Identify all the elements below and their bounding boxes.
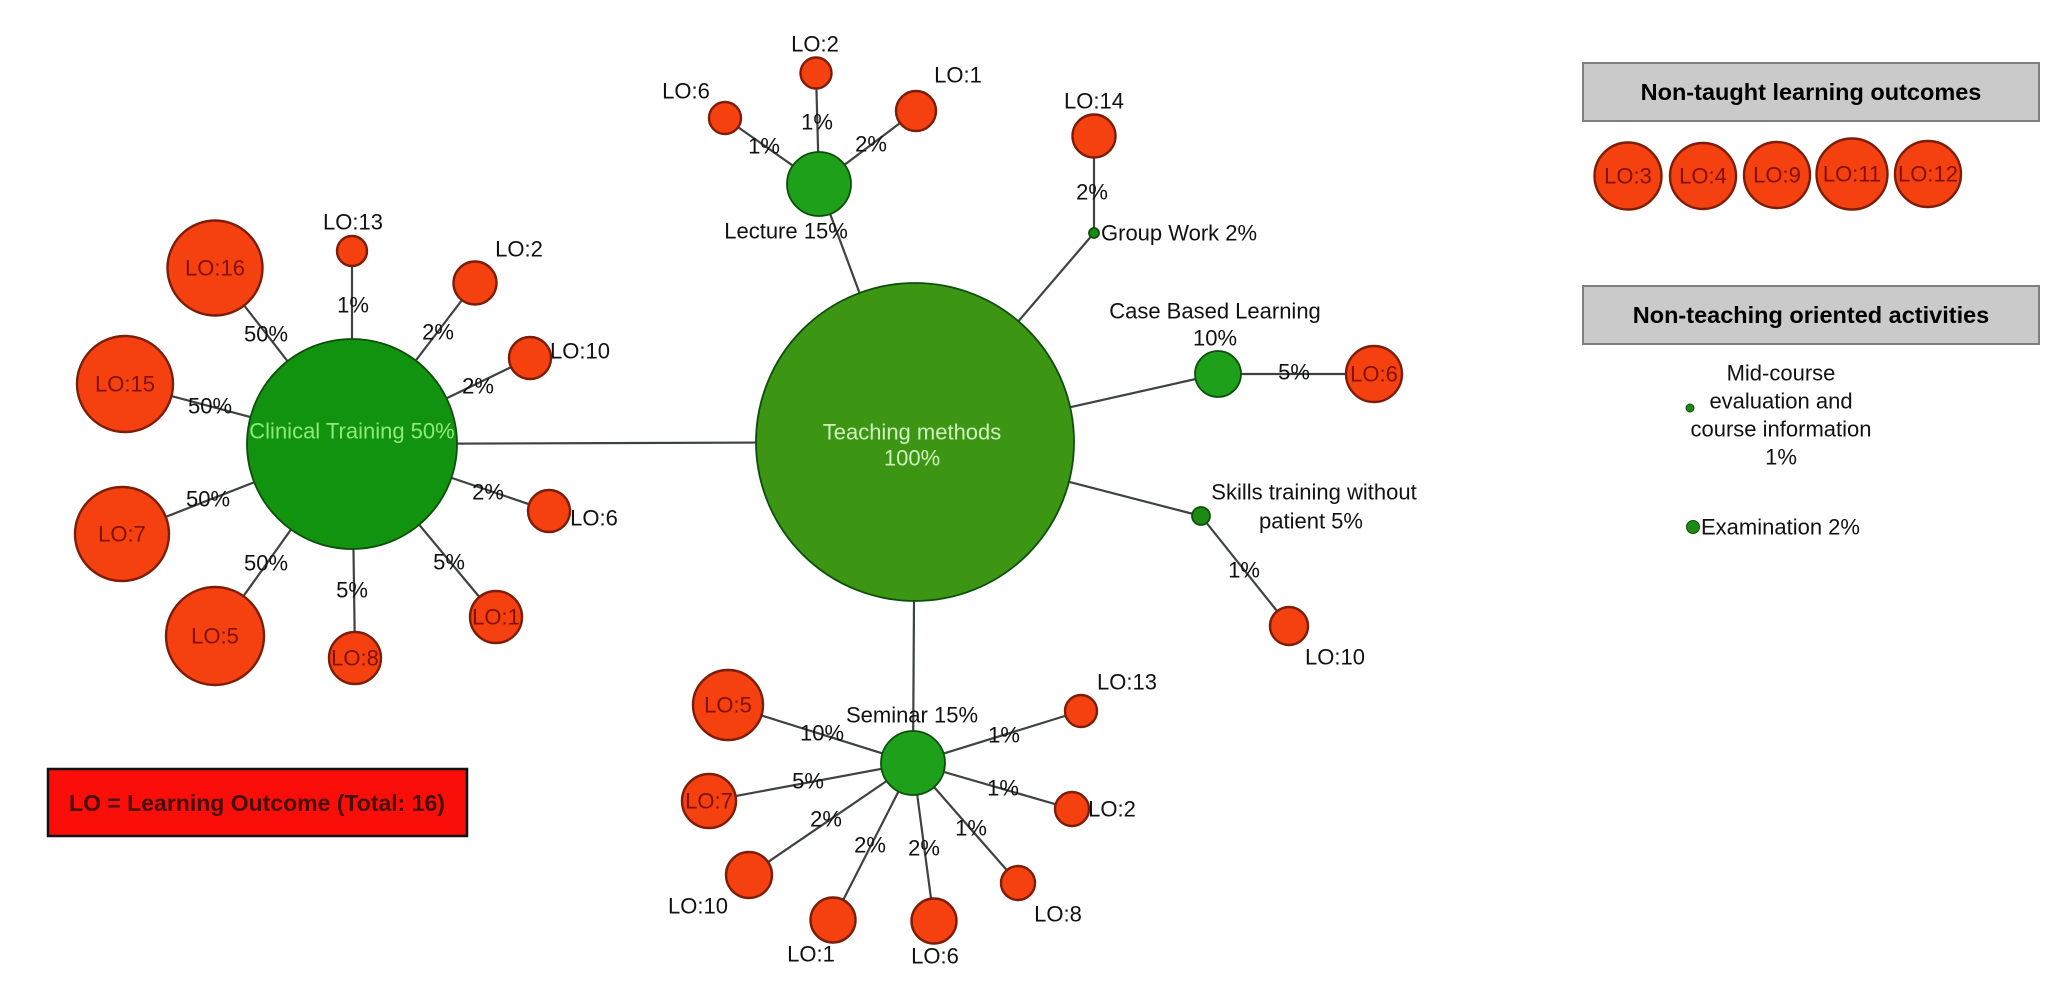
svg-text:2%: 2%	[855, 132, 887, 157]
svg-text:LO:7: LO:7	[685, 789, 733, 814]
svg-text:Non-teaching oriented activiti: Non-teaching oriented activities	[1633, 302, 1989, 328]
svg-text:LO:9: LO:9	[1753, 163, 1801, 188]
svg-text:2%: 2%	[1076, 180, 1108, 205]
svg-text:LO = Learning Outcome (Total:: LO = Learning Outcome (Total: 16)	[69, 790, 445, 816]
svg-text:2%: 2%	[422, 320, 454, 345]
svg-text:100%: 100%	[884, 446, 940, 471]
svg-text:10%: 10%	[800, 721, 844, 746]
svg-text:1%: 1%	[337, 293, 369, 318]
svg-text:Case Based Learning: Case Based Learning	[1109, 299, 1321, 324]
svg-text:50%: 50%	[244, 322, 288, 347]
svg-text:LO:4: LO:4	[1679, 164, 1727, 189]
svg-text:LO:16: LO:16	[185, 256, 245, 281]
svg-text:LO:3: LO:3	[1604, 164, 1652, 189]
svg-text:LO:13: LO:13	[323, 210, 383, 235]
svg-text:LO:14: LO:14	[1064, 89, 1124, 114]
svg-text:Skills training without: Skills training without	[1211, 480, 1416, 505]
svg-text:1%: 1%	[955, 816, 987, 841]
svg-text:1%: 1%	[1228, 558, 1260, 583]
svg-text:LO:12: LO:12	[1898, 162, 1958, 187]
svg-text:patient 5%: patient 5%	[1259, 509, 1363, 534]
svg-text:1%: 1%	[987, 776, 1019, 801]
svg-text:LO:10: LO:10	[1305, 645, 1365, 670]
svg-text:2%: 2%	[472, 480, 504, 505]
svg-text:2%: 2%	[810, 807, 842, 832]
svg-text:10%: 10%	[1193, 326, 1237, 351]
svg-text:Lecture 15%: Lecture 15%	[724, 219, 848, 244]
svg-text:Group Work 2%: Group Work 2%	[1101, 221, 1257, 246]
svg-text:LO:2: LO:2	[495, 237, 543, 262]
svg-text:Examination 2%: Examination 2%	[1701, 515, 1860, 540]
svg-text:LO:6: LO:6	[911, 944, 959, 969]
svg-text:LO:10: LO:10	[668, 894, 728, 919]
svg-text:5%: 5%	[1278, 360, 1310, 385]
svg-text:Mid-course: Mid-course	[1727, 361, 1836, 386]
svg-text:Non-taught learning outcomes: Non-taught learning outcomes	[1641, 79, 1982, 105]
svg-text:LO:2: LO:2	[791, 32, 839, 57]
svg-text:2%: 2%	[908, 836, 940, 861]
svg-text:Teaching methods: Teaching methods	[823, 420, 1002, 445]
svg-text:LO:6: LO:6	[1350, 362, 1398, 387]
svg-text:LO:10: LO:10	[550, 339, 610, 364]
svg-text:2%: 2%	[462, 374, 494, 399]
svg-text:5%: 5%	[792, 769, 824, 794]
svg-text:LO:11: LO:11	[1823, 162, 1881, 187]
svg-text:50%: 50%	[186, 487, 230, 512]
svg-text:LO:8: LO:8	[1034, 902, 1082, 927]
svg-text:50%: 50%	[188, 394, 232, 419]
svg-text:50%: 50%	[244, 551, 288, 576]
svg-text:LO:13: LO:13	[1097, 670, 1157, 695]
svg-text:1%: 1%	[988, 723, 1020, 748]
svg-text:2%: 2%	[854, 833, 886, 858]
svg-text:LO:1: LO:1	[934, 63, 982, 88]
svg-text:1%: 1%	[1765, 445, 1797, 470]
svg-text:1%: 1%	[801, 110, 833, 135]
svg-text:LO:1: LO:1	[787, 942, 835, 967]
svg-text:LO:5: LO:5	[704, 693, 752, 718]
svg-text:LO:6: LO:6	[662, 79, 710, 104]
svg-text:evaluation and: evaluation and	[1709, 389, 1852, 414]
svg-text:5%: 5%	[433, 550, 465, 575]
svg-text:course information: course information	[1691, 417, 1872, 442]
svg-text:Seminar 15%: Seminar 15%	[846, 703, 978, 728]
svg-text:LO:7: LO:7	[98, 522, 146, 547]
svg-text:LO:6: LO:6	[570, 506, 618, 531]
svg-text:LO:8: LO:8	[331, 646, 379, 671]
svg-text:LO:15: LO:15	[95, 372, 155, 397]
svg-text:Clinical Training 50%: Clinical Training 50%	[249, 419, 454, 444]
svg-text:5%: 5%	[336, 578, 368, 603]
svg-text:LO:1: LO:1	[472, 605, 520, 630]
svg-text:LO:5: LO:5	[191, 624, 239, 649]
svg-text:LO:2: LO:2	[1088, 797, 1136, 822]
svg-text:1%: 1%	[748, 134, 780, 159]
